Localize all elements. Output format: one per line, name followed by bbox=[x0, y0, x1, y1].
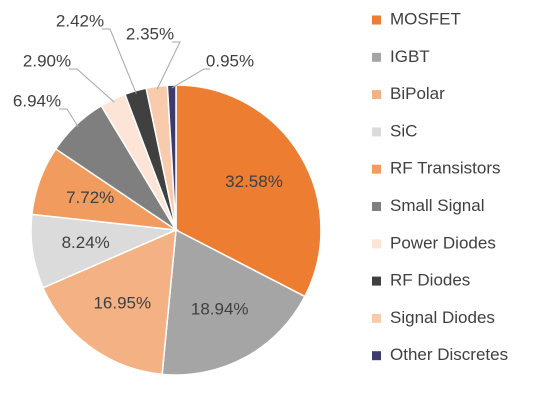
legend-label: SiC bbox=[390, 121, 417, 140]
data-label: 0.95% bbox=[206, 51, 254, 70]
data-label: 2.35% bbox=[126, 24, 174, 43]
pie-slice bbox=[175, 84, 322, 298]
legend-label: Other Discretes bbox=[390, 345, 508, 364]
legend-label: Small Signal bbox=[390, 196, 485, 215]
legend-swatch bbox=[372, 276, 381, 286]
pie-slice bbox=[161, 228, 306, 376]
legend-swatch bbox=[372, 15, 381, 25]
data-label: 32.58% bbox=[225, 172, 283, 191]
legend-swatch bbox=[372, 52, 381, 62]
leader-line bbox=[102, 28, 137, 94]
data-label: 6.94% bbox=[13, 91, 61, 110]
leader-line bbox=[69, 68, 115, 103]
data-label: 16.95% bbox=[93, 293, 151, 312]
legend-swatch bbox=[372, 164, 381, 174]
legend-label: RF Diodes bbox=[390, 271, 470, 290]
legend-swatch bbox=[372, 351, 381, 361]
legend-swatch bbox=[372, 127, 381, 137]
legend-label: IGBT bbox=[390, 47, 430, 66]
legend-label: BiPolar bbox=[390, 84, 445, 103]
data-label: 18.94% bbox=[191, 300, 249, 319]
legend-label: RF Transistors bbox=[390, 159, 501, 178]
data-label: 8.24% bbox=[62, 233, 110, 252]
legend-swatch bbox=[372, 239, 381, 249]
data-label: 2.90% bbox=[23, 51, 71, 70]
legend-swatch bbox=[372, 313, 381, 323]
pie-slice bbox=[42, 228, 177, 376]
legend-swatch bbox=[372, 90, 381, 100]
legend-label: Power Diodes bbox=[390, 233, 496, 252]
data-label: 2.42% bbox=[56, 11, 104, 30]
legend-swatch bbox=[372, 202, 381, 211]
legend-label: MOSFET bbox=[390, 9, 461, 28]
legend-label: Signal Diodes bbox=[390, 308, 495, 327]
leader-line bbox=[171, 68, 210, 89]
leader-line bbox=[156, 41, 181, 90]
data-label: 7.72% bbox=[66, 188, 114, 207]
leader-line bbox=[59, 108, 79, 128]
